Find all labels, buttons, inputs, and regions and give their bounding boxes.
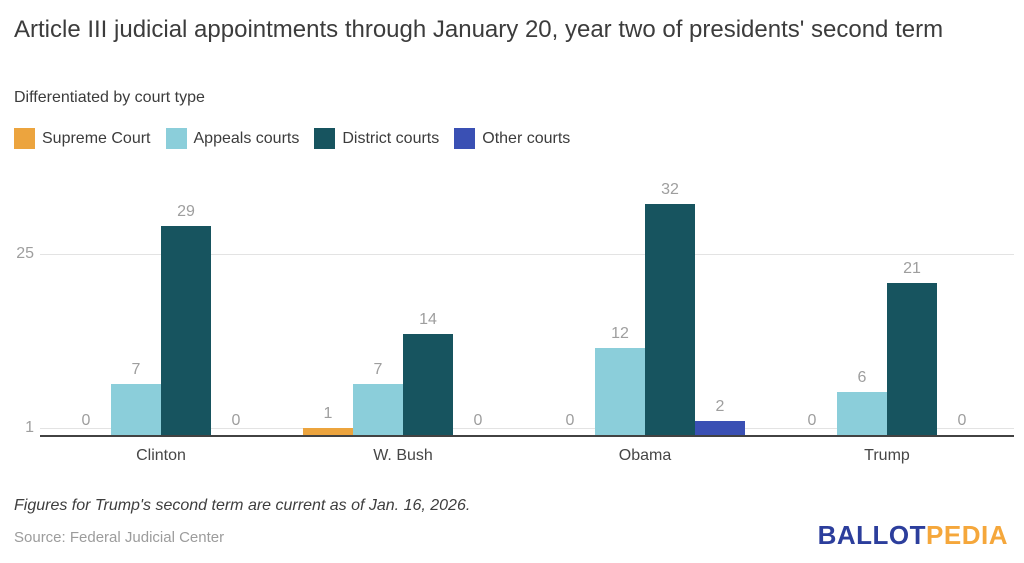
bar-value-label: 0 bbox=[473, 412, 483, 429]
bar-value-label: 0 bbox=[231, 412, 241, 429]
legend-label: District courts bbox=[342, 129, 440, 147]
footnote: Figures for Trump's second term are curr… bbox=[14, 497, 471, 514]
y-axis-tick-label: 25 bbox=[16, 245, 34, 263]
x-axis-label-trump: Trump bbox=[864, 447, 910, 464]
bar-value-label: 21 bbox=[903, 260, 921, 277]
bar-value-label: 1 bbox=[323, 405, 333, 422]
legend-item-district-courts: District courts bbox=[314, 128, 439, 149]
bar-value-label: 0 bbox=[957, 412, 967, 429]
bar-value-label: 0 bbox=[807, 412, 817, 429]
legend-item-supreme-court: Supreme Court bbox=[14, 128, 151, 149]
bar-value-label: 14 bbox=[419, 311, 437, 328]
bar-clinton-district-courts[interactable] bbox=[161, 226, 211, 435]
legend-swatch-appeals-courts bbox=[165, 128, 187, 149]
legend-swatch-other-courts bbox=[454, 128, 476, 149]
chart-subtitle: Differentiated by court type bbox=[14, 89, 205, 106]
bar-w-bush-appeals-courts[interactable] bbox=[353, 384, 403, 435]
bar-value-label: 2 bbox=[715, 398, 725, 415]
bar-w-bush-supreme-court[interactable] bbox=[303, 428, 353, 435]
bar-value-label: 29 bbox=[177, 203, 195, 220]
bar-value-label: 0 bbox=[565, 412, 575, 429]
gridline-25 bbox=[40, 254, 1014, 256]
bar-value-label: 12 bbox=[611, 325, 629, 342]
x-axis-label-obama: Obama bbox=[618, 447, 672, 464]
bar-value-label: 7 bbox=[131, 361, 141, 378]
legend-label: Supreme Court bbox=[42, 129, 151, 147]
y-axis-tick-label: 1 bbox=[25, 418, 34, 436]
x-axis-label-w-bush: W. Bush bbox=[373, 447, 433, 464]
bar-value-label: 7 bbox=[373, 361, 383, 378]
bar-trump-district-courts[interactable] bbox=[887, 283, 937, 435]
x-axis-line bbox=[40, 435, 1014, 437]
legend: Supreme Court Appeals courts District cour… bbox=[14, 128, 585, 149]
legend-swatch-district-courts bbox=[314, 128, 336, 149]
ballotpedia-logo[interactable]: BALLOTPEDIA bbox=[818, 520, 1008, 551]
bar-value-label: 32 bbox=[661, 181, 679, 198]
source-credit: Source: Federal Judicial Center bbox=[14, 529, 225, 546]
chart-title: Article III judicial appointments throug… bbox=[14, 16, 944, 43]
bar-obama-district-courts[interactable] bbox=[645, 204, 695, 435]
x-axis-label-clinton: Clinton bbox=[136, 447, 186, 464]
legend-item-appeals-courts: Appeals courts bbox=[165, 128, 300, 149]
legend-item-other-courts: Other courts bbox=[454, 128, 570, 149]
bar-value-label: 0 bbox=[81, 412, 91, 429]
bar-clinton-appeals-courts[interactable] bbox=[111, 384, 161, 435]
legend-swatch-supreme-court bbox=[14, 128, 35, 149]
logo-text-pedia: PEDIA bbox=[926, 520, 1008, 550]
logo-text-ballot: BALLOT bbox=[817, 520, 927, 550]
bar-w-bush-district-courts[interactable] bbox=[403, 334, 453, 435]
gridline-1 bbox=[40, 427, 1014, 429]
legend-label: Other courts bbox=[482, 129, 571, 147]
bar-obama-other-courts[interactable] bbox=[695, 421, 745, 435]
bar-obama-appeals-courts[interactable] bbox=[595, 348, 645, 435]
chart: 1 25 0 7 29 0 Clinton 1 7 14 0 W. Bush 0 12 32 2 Obama 0 6… bbox=[0, 175, 1024, 475]
bar-trump-appeals-courts[interactable] bbox=[837, 392, 887, 435]
bar-value-label: 6 bbox=[857, 369, 867, 386]
legend-label: Appeals courts bbox=[193, 129, 300, 147]
